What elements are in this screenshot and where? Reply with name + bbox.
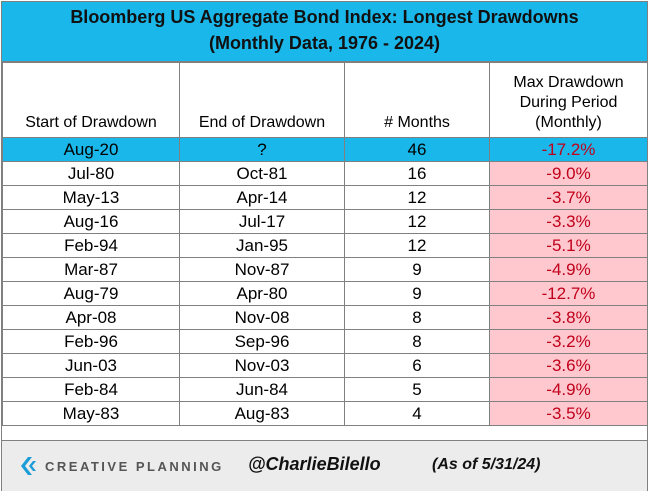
table-row: Aug-16 Jul-17 12 -3.3% [2, 209, 648, 234]
table-row: Mar-87 Nov-87 9 -4.9% [2, 257, 648, 282]
cell-start: Feb-84 [2, 377, 180, 402]
chart-title: Bloomberg US Aggregate Bond Index: Longe… [70, 7, 579, 27]
chart-subtitle: (Monthly Data, 1976 - 2024) [208, 33, 441, 53]
creative-planning-logo-icon [21, 457, 36, 475]
brand-logo: CREATIVE PLANNING [15, 455, 224, 477]
header-max-drawdown: Max Drawdown During Period (Monthly) [489, 62, 648, 138]
cell-months: 12 [344, 209, 490, 234]
cell-max-drawdown: -4.9% [489, 257, 648, 282]
cell-start: Aug-79 [2, 281, 180, 306]
table-row: May-83 Aug-83 4 -3.5% [2, 401, 648, 426]
cell-max-drawdown: -17.2% [489, 137, 648, 162]
cell-end: Nov-87 [179, 257, 345, 282]
cell-max-drawdown: -3.6% [489, 353, 648, 378]
table-row: Feb-84 Jun-84 5 -4.9% [2, 377, 648, 402]
cell-end: ? [179, 137, 345, 162]
footer: CREATIVE PLANNING @CharlieBilello (As of… [2, 440, 647, 491]
cell-max-drawdown: -3.2% [489, 329, 648, 354]
cell-months: 9 [344, 281, 490, 306]
header-start: Start of Drawdown [2, 62, 180, 138]
header-max-drawdown-line3: (Monthly) [535, 114, 602, 131]
table-row: Apr-08 Nov-08 8 -3.8% [2, 305, 648, 330]
cell-months: 46 [344, 137, 490, 162]
cell-max-drawdown: -4.9% [489, 377, 648, 402]
drawdown-table: Start of Drawdown End of Drawdown # Mont… [2, 62, 648, 426]
cell-end: Jun-84 [179, 377, 345, 402]
cell-max-drawdown: -3.8% [489, 305, 648, 330]
table-body: Aug-20? 46 -17.2% Jul-80 Oct-81 16 -9.0% May-13… [2, 137, 648, 426]
cell-months: 12 [344, 233, 490, 258]
cell-end: Apr-80 [179, 281, 345, 306]
cell-start: May-83 [2, 401, 180, 426]
header-row: Start of Drawdown End of Drawdown # Mont… [2, 62, 648, 138]
header-months: # Months [344, 62, 490, 138]
cell-end: Oct-81 [179, 161, 345, 186]
cell-end: Jul-17 [179, 209, 345, 234]
cell-months: 16 [344, 161, 490, 186]
table-row: Jun-03 Nov-03 6 -3.6% [2, 353, 648, 378]
cell-end: Aug-83 [179, 401, 345, 426]
cell-max-drawdown: -5.1% [489, 233, 648, 258]
cell-months: 4 [344, 401, 490, 426]
as-of-date: (As of 5/31/24) [432, 456, 541, 473]
cell-end: Apr-14 [179, 185, 345, 210]
cell-start: Aug-20 [2, 137, 180, 162]
cell-start: Jul-80 [2, 161, 180, 186]
cell-end: Nov-08 [179, 305, 345, 330]
cell-start: Apr-08 [2, 305, 180, 330]
header-max-drawdown-line1: Max Drawdown [513, 74, 624, 91]
cell-max-drawdown: -3.3% [489, 209, 648, 234]
table-row: May-13 Apr-14 12 -3.7% [2, 185, 648, 210]
cell-end: Sep-96 [179, 329, 345, 354]
cell-start: Aug-16 [2, 209, 180, 234]
author-handle: @CharlieBilello [248, 454, 381, 474]
cell-max-drawdown: -3.5% [489, 401, 648, 426]
cell-months: 5 [344, 377, 490, 402]
table-row: Aug-20? 46 -17.2% [2, 137, 648, 162]
table-row: Aug-79 Apr-80 9 -12.7% [2, 281, 648, 306]
header-max-drawdown-line2: During Period [519, 94, 618, 111]
cell-max-drawdown: -12.7% [489, 281, 648, 306]
header-end: End of Drawdown [179, 62, 345, 138]
table-row: Feb-96 Sep-96 8 -3.2% [2, 329, 648, 354]
brand-name: CREATIVE PLANNING [45, 458, 224, 474]
cell-max-drawdown: -3.7% [489, 185, 648, 210]
cell-start: Jun-03 [2, 353, 180, 378]
cell-start: Feb-94 [2, 233, 180, 258]
cell-max-drawdown: -9.0% [489, 161, 648, 186]
cell-start: Mar-87 [2, 257, 180, 282]
cell-start: Feb-96 [2, 329, 180, 354]
cell-months: 8 [344, 329, 490, 354]
cell-end: Jan-95 [179, 233, 345, 258]
cell-months: 12 [344, 185, 490, 210]
table-row: Jul-80 Oct-81 16 -9.0% [2, 161, 648, 186]
cell-start: May-13 [2, 185, 180, 210]
table-row: Feb-94 Jan-95 12 -5.1% [2, 233, 648, 258]
cell-months: 6 [344, 353, 490, 378]
cell-end: Nov-03 [179, 353, 345, 378]
cell-months: 8 [344, 305, 490, 330]
cell-months: 9 [344, 257, 490, 282]
title-banner: Bloomberg US Aggregate Bond Index: Longe… [2, 2, 647, 62]
